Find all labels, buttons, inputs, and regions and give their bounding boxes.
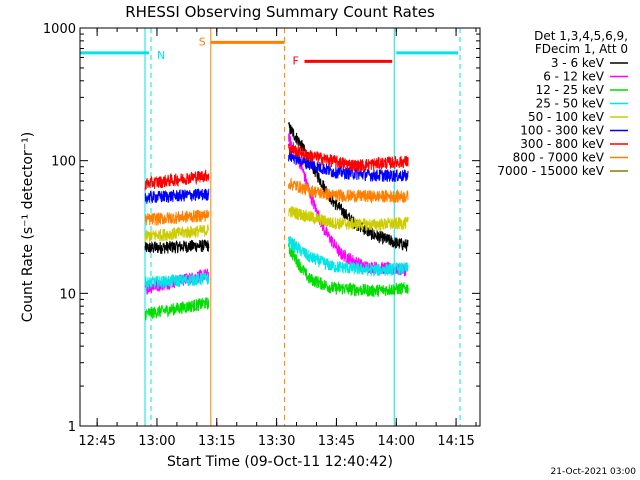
series-line-1-seg2 <box>288 132 409 277</box>
x-axis-label: Start Time (09-Oct-11 12:40:42) <box>167 454 393 470</box>
y-axis-label: Count Rate (s⁻¹ detector⁻¹) <box>20 132 36 322</box>
series-line-4-seg1 <box>144 224 210 242</box>
flag-label-S: S <box>199 35 206 48</box>
series-line-2-seg1 <box>144 297 210 321</box>
series-line-6-seg2 <box>288 143 409 173</box>
x-tick-label: 13:45 <box>318 434 355 449</box>
series-line-7-seg1 <box>144 209 210 227</box>
series-line-5-seg2 <box>288 150 409 182</box>
legend-label: 25 - 50 keV <box>536 97 605 111</box>
x-tick-label: 14:00 <box>378 434 415 449</box>
series-line-7-seg2 <box>288 177 409 204</box>
plot-frame <box>79 27 481 427</box>
flag-label-N: N <box>157 49 165 62</box>
series-line-4-seg2 <box>288 206 409 232</box>
x-tick-label: 12:45 <box>78 434 115 449</box>
y-tick-label: 10 <box>59 287 76 302</box>
footer-date: 21-Oct-2021 03:00 <box>551 467 637 477</box>
legend-label: 100 - 300 keV <box>520 124 604 138</box>
legend-label: 3 - 6 keV <box>551 56 605 70</box>
legend-label: 7000 - 15000 keV <box>497 164 604 178</box>
x-tick-label: 13:00 <box>138 434 175 449</box>
series-line-3-seg1 <box>144 272 210 291</box>
chart-legend: Det 1,3,4,5,6,9, FDecim 1, Att 0 3 - 6 k… <box>497 29 628 178</box>
legend-label: 12 - 25 keV <box>536 83 605 97</box>
series-line-3-seg2 <box>288 235 409 277</box>
chart-marks: N S F <box>80 28 461 426</box>
series-line-0-seg1 <box>144 239 210 254</box>
legend-header-1: Det 1,3,4,5,6,9, <box>534 29 628 43</box>
series-line-6-seg1 <box>144 169 210 191</box>
y-tick-label: 100 <box>51 155 76 170</box>
legend-label: 6 - 12 keV <box>543 70 605 84</box>
legend-label: 50 - 100 keV <box>528 110 605 124</box>
flag-label-F: F <box>293 54 299 67</box>
series-line-2-seg2 <box>288 242 409 298</box>
chart-axes: 1 10 100 1000 12:45 13:00 13:15 13:30 13:45 14:00… <box>43 22 480 449</box>
x-tick-label: 13:30 <box>258 434 295 449</box>
x-tick-label: 14:15 <box>437 434 474 449</box>
legend-header-2: FDecim 1, Att 0 <box>535 42 628 56</box>
y-tick-label: 1000 <box>43 22 76 37</box>
y-tick-label: 1 <box>68 420 76 435</box>
series-line-5-seg1 <box>144 187 210 204</box>
legend-label: 300 - 800 keV <box>520 137 604 151</box>
x-tick-label: 13:15 <box>198 434 235 449</box>
chart-title: RHESSI Observing Summary Count Rates <box>125 3 435 21</box>
legend-label: 800 - 7000 keV <box>513 151 605 165</box>
